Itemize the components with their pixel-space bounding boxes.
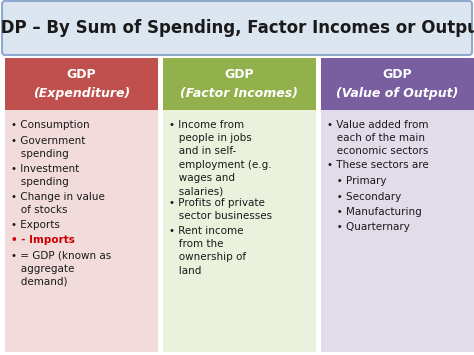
Text: GDP: GDP — [225, 67, 255, 81]
Text: • Quarternary: • Quarternary — [327, 223, 410, 233]
Text: (Expenditure): (Expenditure) — [33, 87, 130, 100]
Text: • Primary: • Primary — [327, 176, 386, 186]
Text: • Investment
   spending: • Investment spending — [11, 164, 79, 187]
Bar — [321, 58, 474, 110]
Text: (Factor Incomes): (Factor Incomes) — [181, 87, 299, 100]
Text: GDP: GDP — [67, 67, 96, 81]
FancyBboxPatch shape — [2, 1, 472, 55]
Text: • - Imports: • - Imports — [11, 235, 75, 245]
Bar — [321, 110, 474, 352]
Text: • Secondary: • Secondary — [327, 191, 401, 202]
Text: • Income from
   people in jobs
   and in self-
   employment (e.g.
   wages and: • Income from people in jobs and in self… — [169, 120, 272, 196]
Bar — [163, 58, 316, 110]
Text: (Value of Output): (Value of Output) — [337, 87, 459, 100]
Text: • Profits of private
   sector businesses: • Profits of private sector businesses — [169, 198, 272, 221]
Bar — [5, 110, 158, 352]
Text: • Change in value
   of stocks: • Change in value of stocks — [11, 191, 105, 215]
Text: • Government
   spending: • Government spending — [11, 136, 85, 159]
Text: • = GDP (known as
   aggregate
   demand): • = GDP (known as aggregate demand) — [11, 251, 111, 287]
Bar — [163, 110, 316, 352]
Text: • Exports: • Exports — [11, 219, 60, 229]
Text: GDP – By Sum of Spending, Factor Incomes or Output: GDP – By Sum of Spending, Factor Incomes… — [0, 19, 474, 37]
Text: GDP: GDP — [383, 67, 412, 81]
Text: • These sectors are: • These sectors are — [327, 160, 429, 170]
Bar — [5, 58, 158, 110]
Text: • Manufacturing: • Manufacturing — [327, 207, 422, 217]
Text: • Value added from
   each of the main
   economic sectors: • Value added from each of the main econ… — [327, 120, 428, 157]
Text: • Consumption: • Consumption — [11, 120, 90, 130]
Text: • Rent income
   from the
   ownership of
   land: • Rent income from the ownership of land — [169, 226, 246, 275]
